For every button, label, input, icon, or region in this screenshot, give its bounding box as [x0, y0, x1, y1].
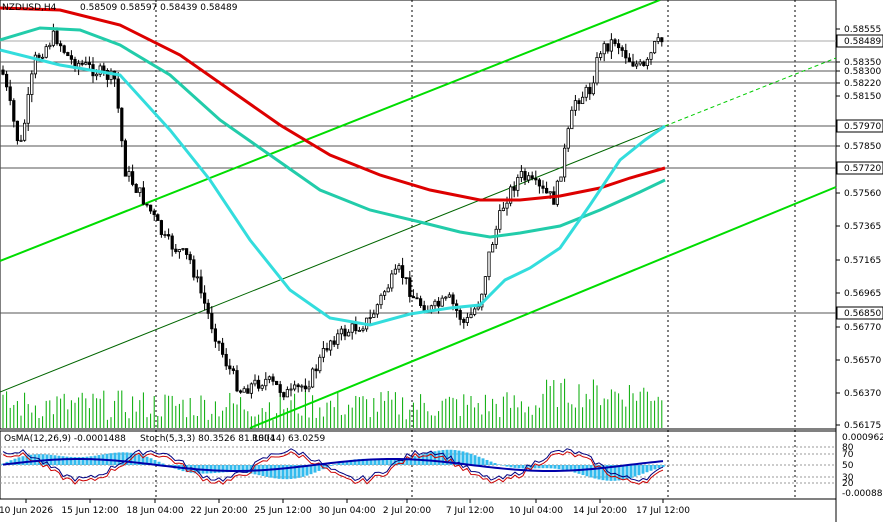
oscillator-axis-label: 20: [842, 479, 854, 489]
price-axis-label: 0.56370: [844, 389, 881, 399]
price-axis-label: 0.58350: [844, 58, 881, 68]
price-tag-label: 0.57970: [844, 122, 881, 132]
oscillator-axis-label: 0.000962: [842, 433, 883, 443]
time-axis-label: 14 Jul 20:00: [573, 506, 627, 516]
time-axis-label: 15 Jun 12:00: [61, 506, 118, 516]
price-axis-label: 0.58220: [844, 79, 881, 89]
price-axis-label: 0.57560: [844, 189, 881, 199]
oscillator-axis-label: 50: [842, 461, 854, 471]
main-pane-frame: [0, 0, 837, 430]
price-tag-label: 0.56850: [844, 309, 881, 319]
stoch-signal-line: [2, 451, 664, 485]
time-axis-label: 2 Jul 20:00: [383, 506, 432, 516]
rsi-line: [2, 457, 664, 473]
price-axis-label: 0.56570: [844, 356, 881, 366]
time-axis-label: 10 Jun 2026: [0, 506, 53, 516]
time-axis-label: 25 Jun 12:00: [254, 506, 311, 516]
stoch-main-line: [2, 448, 664, 482]
price-axis-label: 0.56175: [844, 421, 881, 431]
vertical-grid: [155, 0, 796, 500]
time-axis-label: 22 Jun 20:00: [190, 506, 247, 516]
oscillator-axis-label: -0.000887: [842, 489, 883, 499]
time-axis-label: 18 Jun 04:00: [126, 506, 183, 516]
price-axis-label: 0.56965: [844, 289, 881, 299]
price-tags: 0.58489 0.57970 0.57720 0.56850: [836, 34, 883, 320]
price-axis-label: 0.57165: [844, 256, 881, 266]
ohlc-label: 0.58509 0.58597 0.58439 0.58489: [80, 3, 238, 13]
indicator-pane: OsMA(12,26,9) -0.0001488 Stoch(5,3,3) 80…: [0, 434, 836, 485]
time-axis-label: 10 Jul 04:00: [509, 506, 563, 516]
price-axis-label: 0.57365: [844, 222, 881, 232]
stoch-label: Stoch(5,3,3) 80.3526 81.1004: [140, 434, 276, 444]
time-axis: 10 Jun 2026 15 Jun 12:00 18 Jun 04:00 22 Ju…: [0, 499, 690, 516]
price-tag-label: 0.57720: [844, 164, 881, 174]
price-axis-label: 0.58555: [844, 25, 881, 35]
oscillator-axis-label: 30: [842, 473, 854, 483]
ma-50-line: [0, 48, 666, 327]
time-axis-label: 30 Jun 04:00: [318, 506, 375, 516]
time-axis-label: 7 Jul 12:00: [446, 506, 495, 516]
rsi-label: RSI(14) 63.0259: [252, 434, 325, 444]
trend-channel: [0, 0, 837, 429]
price-axis-label: 0.56770: [844, 323, 881, 333]
candlesticks: [1, 23, 664, 401]
price-axis-label: 0.57850: [844, 142, 881, 152]
price-axis-label: 0.58150: [844, 92, 881, 102]
price-tag-label: 0.58489: [844, 37, 881, 47]
time-axis-label: 17 Jul 12:00: [636, 506, 690, 516]
volume-bars: [2, 378, 663, 428]
ma-200-line: [0, 6, 666, 202]
oscillator-axis-label: 80: [842, 443, 854, 453]
price-axis-label: 0.58300: [844, 67, 881, 77]
oscillator-axis-label: 70: [842, 450, 854, 460]
symbol-label: NZDUSD,H4: [2, 3, 57, 13]
osma-label: OsMA(12,26,9) -0.0001488: [4, 434, 126, 444]
ma-144-line: [0, 26, 666, 239]
